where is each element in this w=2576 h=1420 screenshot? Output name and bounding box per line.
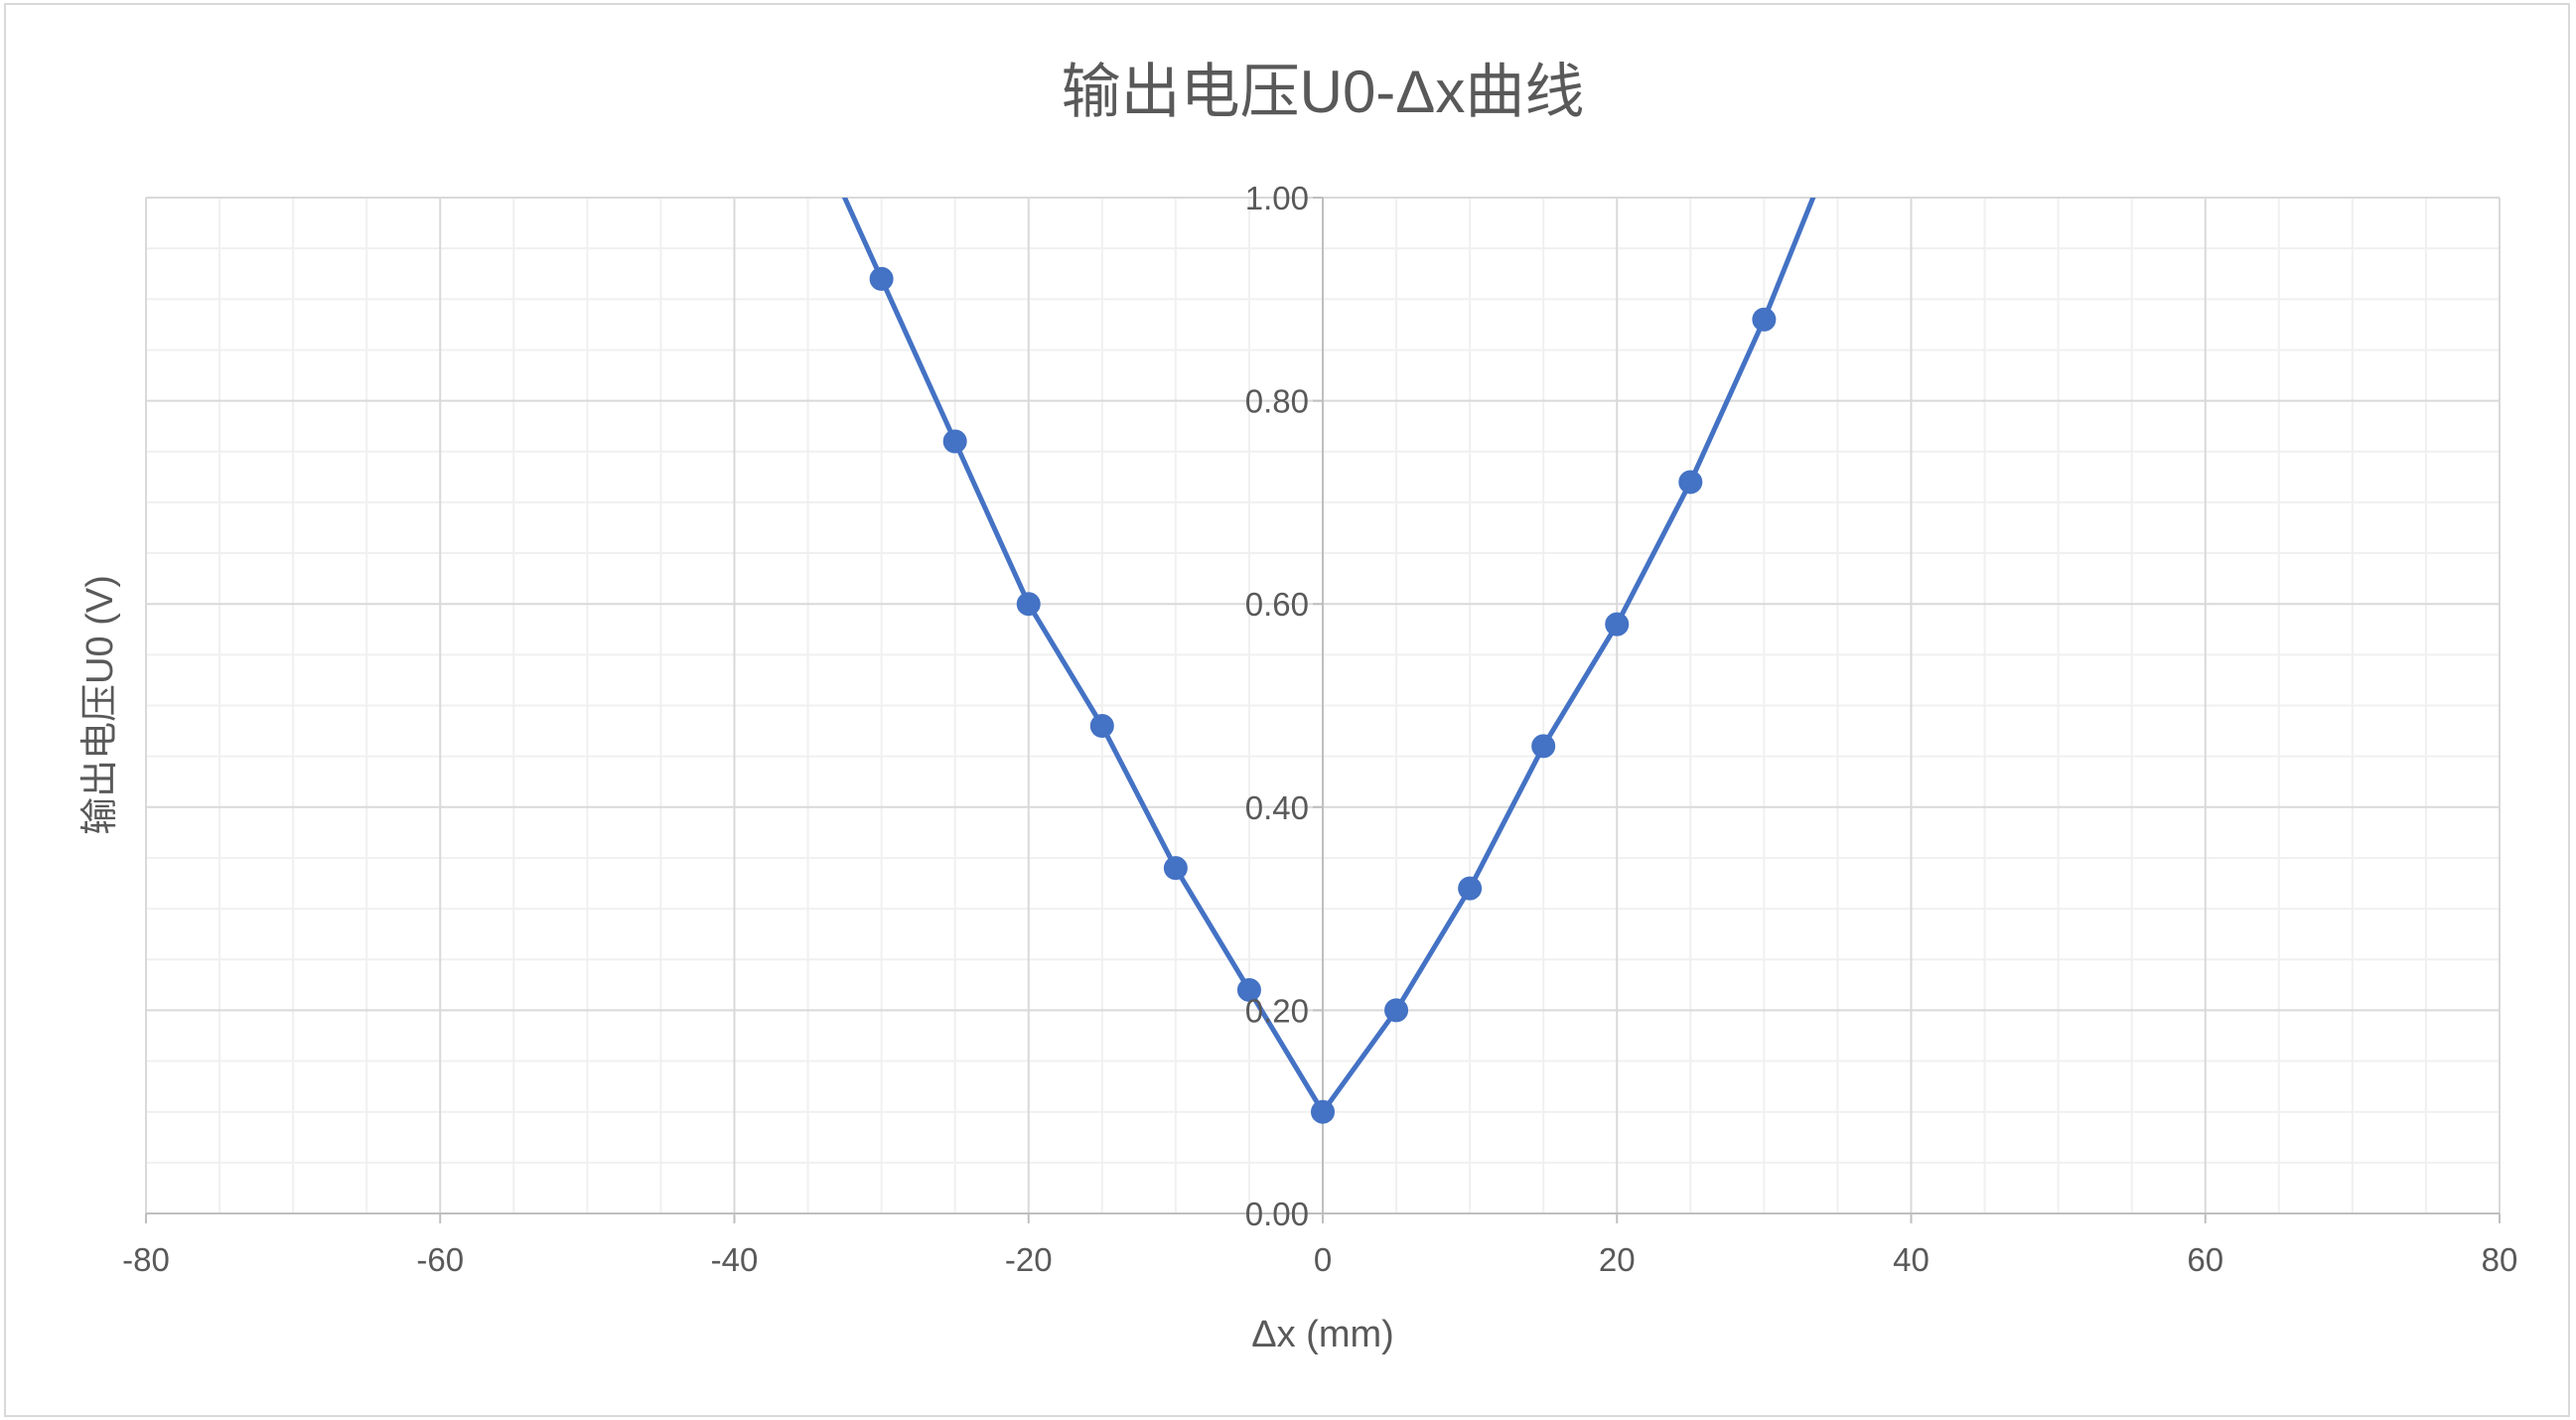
y-axis-title: 输出电压U0 (V) [79,575,121,835]
x-axis-title: Δx (mm) [1251,1314,1394,1355]
data-point [1163,856,1188,881]
data-point [1531,734,1556,759]
data-point [1678,470,1703,495]
x-tick-label: 40 [1893,1241,1930,1278]
axes [145,197,2501,1223]
data-point [1016,592,1041,617]
data-point [1458,876,1483,901]
data-point [1384,998,1409,1023]
data-point [942,429,967,454]
data-point [1605,612,1630,637]
tick-labels: -80 -60 -40 -20 0 20 40 60 80 0.00 0.20 0.40 0.60 0.8… [122,180,2517,1278]
y-tick-label: 0.00 [1245,1196,1309,1232]
y-tick-label: 0.80 [1245,383,1309,420]
x-tick-label: -80 [122,1241,170,1278]
x-tick-label: 0 [1314,1241,1332,1278]
data-point [1089,713,1114,738]
data-point [869,266,894,291]
x-tick-label: -20 [1005,1241,1053,1278]
x-tick-label: -60 [416,1241,464,1278]
chart-frame [4,3,2570,1417]
data-point [1311,1099,1335,1124]
x-tick-label: -40 [711,1241,759,1278]
y-tick-label: 0.60 [1245,586,1309,623]
y-tick-label: 0.40 [1245,789,1309,826]
data-point [1236,977,1261,1002]
y-tick-label: 0.20 [1245,992,1309,1029]
y-tick-label: 1.00 [1245,180,1309,216]
x-tick-label: 80 [2482,1241,2518,1278]
x-tick-label: 60 [2187,1241,2223,1278]
series-layer [841,198,1816,1124]
x-tick-label: 20 [1599,1241,1636,1278]
data-point [1752,307,1777,332]
chart-title: 输出电压U0-Δx曲线 [1062,59,1585,125]
